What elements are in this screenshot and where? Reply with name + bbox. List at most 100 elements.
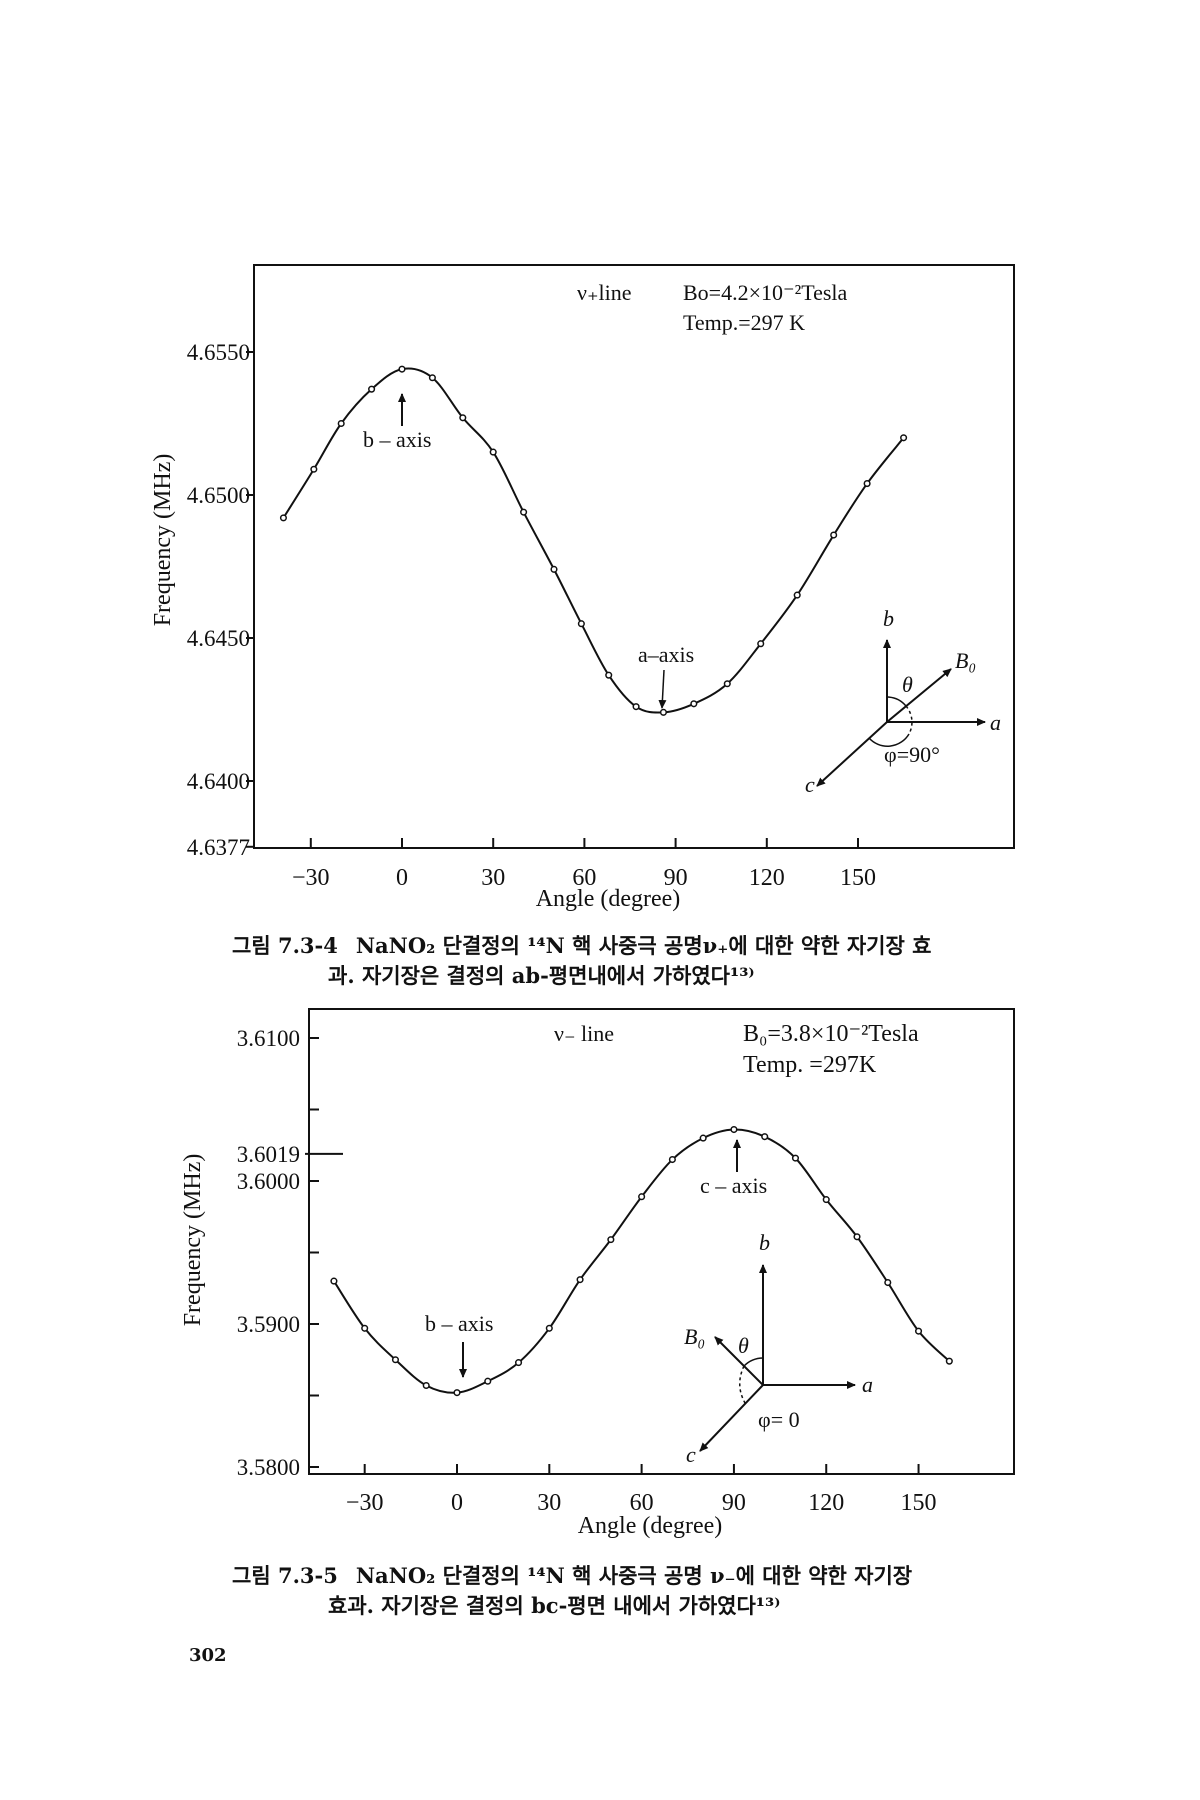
- data-point: [884, 1278, 892, 1287]
- data-point: [945, 1357, 953, 1365]
- data-point: [638, 1193, 646, 1201]
- data-point: [422, 1381, 430, 1390]
- y-tick-label: 3.5900: [237, 1312, 300, 1337]
- y-tick-label: 4.6500: [187, 483, 250, 508]
- data-point: [489, 448, 497, 456]
- data-marks: [330, 1125, 953, 1397]
- y-tick-label: 3.6000: [237, 1169, 300, 1194]
- figure-caption-7-3-5: 그림 7.3-5 NaNO₂ 단결정의 ¹⁴N 핵 사중극 공명 ν₋에 대한 약…: [232, 1560, 912, 1590]
- data-point: [605, 671, 613, 679]
- caption-line-2: 효과. 자기장은 결정의 bc-평면 내에서 가하였다¹³⁾: [328, 1593, 781, 1618]
- x-tick-label: −30: [292, 865, 330, 891]
- data-point: [915, 1327, 923, 1335]
- data-point: [659, 708, 667, 716]
- y-axis-title: Frequency (MHz): [180, 1154, 206, 1327]
- series-line: [282, 367, 905, 714]
- data-point: [576, 1276, 584, 1284]
- data-point: [310, 465, 318, 473]
- y-tick-label: 3.5800: [237, 1455, 300, 1480]
- x-axis-title: Angle (degree): [578, 1513, 723, 1539]
- figure-number: 그림 7.3-5: [232, 1563, 338, 1588]
- plot-frame: [253, 264, 1015, 849]
- crystal-axes-inset: b a B₀ c θ φ=90°: [805, 606, 1001, 797]
- figure-number: 그림 7.3-4: [232, 933, 338, 958]
- caption-line-1: NaNO₂ 단결정의 ¹⁴N 핵 사중극 공명 ν₋에 대한 약한 자기장: [355, 1563, 913, 1588]
- data-point: [545, 1324, 553, 1332]
- plot-frame: [308, 1008, 1015, 1475]
- data-point: [428, 374, 436, 382]
- caption-line-1: NaNO₂ 단결정의 ¹⁴N 핵 사중극 공명ν₊에 대한 약한 자기장 효: [355, 933, 932, 958]
- y-tick-label: 4.6450: [187, 626, 250, 651]
- data-point: [853, 1233, 861, 1241]
- inset-b0-label: B₀: [684, 1324, 705, 1349]
- y-tick-label: 4.6377: [187, 835, 250, 860]
- data-point: [577, 620, 585, 628]
- inset-phi-label: φ= 0: [758, 1407, 800, 1432]
- data-point: [730, 1125, 738, 1134]
- data-marks: [279, 365, 908, 716]
- chart-nu-plus: −30 0 30 60 90 120 150 4.6550 4.6500 4.6450 4.640…: [150, 264, 1015, 912]
- data-point: [279, 514, 287, 522]
- data-point: [668, 1156, 676, 1164]
- x-tick-label: 0: [451, 1490, 463, 1516]
- x-tick-label: −30: [346, 1490, 384, 1516]
- data-point: [330, 1277, 338, 1285]
- trough-arrow: [658, 669, 667, 709]
- x-tick-label: 120: [749, 865, 785, 891]
- data-point: [337, 419, 345, 428]
- x-tick-label: 0: [396, 865, 408, 891]
- inset-c-label: c: [805, 772, 815, 797]
- y-tick-label: 3.6019: [237, 1142, 300, 1167]
- inset-b-label: b: [883, 606, 894, 631]
- line-label: ν₋ line: [554, 1021, 614, 1046]
- data-point: [632, 703, 640, 711]
- trough-annotation: b – axis: [425, 1311, 493, 1336]
- data-point: [520, 508, 528, 516]
- data-point: [699, 1134, 707, 1142]
- data-point: [398, 365, 406, 373]
- x-tick-label: 30: [481, 865, 505, 891]
- data-point: [368, 385, 376, 393]
- caption-line-2: 과. 자기장은 결정의 ab-평면내에서 가하였다¹³⁾: [328, 963, 755, 988]
- x-tick-label: 150: [901, 1490, 937, 1516]
- inset-b-label: b: [759, 1230, 770, 1255]
- data-point: [361, 1324, 369, 1332]
- peak-annotation: b – axis: [363, 427, 431, 452]
- x-ticks: −30 0 30 60 90 120 150: [346, 1464, 937, 1516]
- inset-theta-label: θ: [902, 672, 913, 697]
- trough-annotation: a–axis: [638, 642, 694, 667]
- data-point: [791, 1154, 800, 1162]
- figure-caption-7-3-4: 그림 7.3-4 NaNO₂ 단결정의 ¹⁴N 핵 사중극 공명ν₊에 대한 약한…: [232, 930, 931, 960]
- data-point: [793, 591, 801, 599]
- y-ticks: 4.6550 4.6500 4.6450 4.6400 4.6377: [187, 340, 254, 860]
- inset-phi-label: φ=90°: [884, 742, 940, 767]
- temp-label: Temp.=297 K: [683, 310, 805, 335]
- field-label: Bo=4.2×10⁻²Tesla: [683, 280, 848, 305]
- line-label: ν₊line: [577, 280, 632, 305]
- temp-label: Temp. =297K: [743, 1052, 877, 1078]
- data-point: [690, 700, 698, 708]
- data-point: [822, 1196, 830, 1204]
- x-ticks: −30 0 30 60 90 120 150: [292, 838, 876, 891]
- page-number: 302: [189, 1645, 227, 1666]
- x-tick-label: 150: [840, 865, 876, 891]
- data-point: [723, 680, 731, 688]
- data-point: [761, 1133, 769, 1141]
- x-tick-label: 90: [722, 1490, 746, 1516]
- x-tick-label: 120: [808, 1490, 844, 1516]
- x-tick-label: 90: [664, 865, 688, 891]
- inset-a-label: a: [990, 710, 1001, 735]
- y-tick-label: 3.6100: [237, 1026, 300, 1051]
- field-label: B₀=3.8×10⁻²Tesla: [743, 1021, 919, 1047]
- data-point: [757, 640, 765, 648]
- series-line: [333, 1128, 951, 1394]
- y-axis-title: Frequency (MHz): [150, 454, 176, 627]
- data-point: [514, 1359, 523, 1367]
- inset-c-label: c: [686, 1442, 696, 1467]
- y-tick-label: 4.6550: [187, 340, 250, 365]
- data-point: [550, 565, 558, 573]
- data-point: [863, 480, 871, 488]
- data-point: [607, 1236, 615, 1244]
- x-axis-title: Angle (degree): [536, 886, 681, 912]
